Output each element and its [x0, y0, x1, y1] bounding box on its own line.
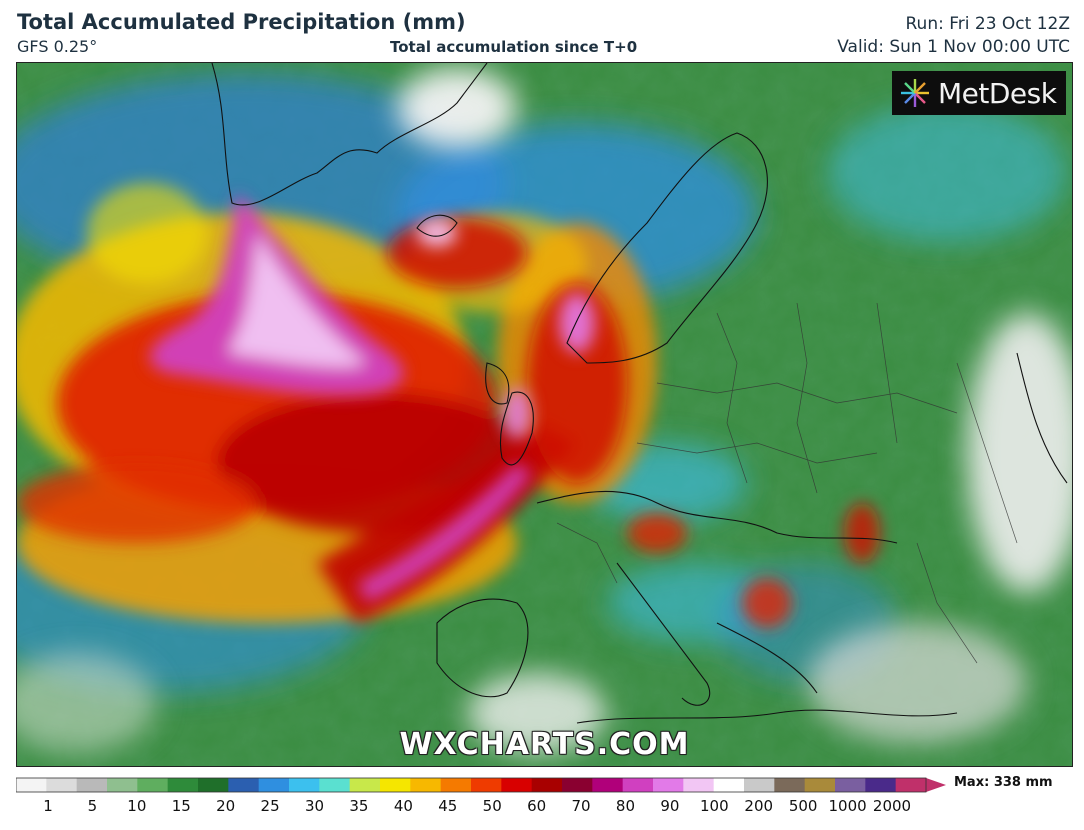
colorbar-segment: [198, 778, 229, 792]
extreme-precip-areas: [149, 193, 595, 603]
metdesk-logo-icon: [901, 79, 929, 107]
legend-tick-label: 45: [438, 797, 458, 815]
colorbar-segment: [16, 778, 47, 792]
legend-colorbar: [16, 777, 946, 793]
colorbar-segment: [744, 778, 775, 792]
legend-tick-labels: 1 5 10 15 20 25 30 35 40 45 50 60 70 80 90 100 200 500 100…: [16, 797, 926, 819]
colorbar-segment: [410, 778, 442, 792]
colorbar-segment: [592, 778, 624, 792]
valid-time-label: Valid: Sun 1 Nov 00:00 UTC: [837, 37, 1070, 57]
legend-tick-label: 35: [349, 797, 369, 815]
run-time-label: Run: Fri 23 Oct 12Z: [905, 14, 1071, 34]
colorbar-segment: [531, 778, 563, 792]
legend-tick-label: 15: [171, 797, 191, 815]
colorbar-segment: [167, 778, 199, 792]
legend-tick-label: 5: [87, 797, 98, 815]
colorbar-segment: [440, 778, 472, 792]
country-borders: [556, 302, 1018, 664]
metdesk-logo: MetDesk: [892, 71, 1066, 115]
colorbar-segment: [804, 778, 836, 792]
colorbar-segment: [622, 778, 654, 792]
dry-areas: [17, 68, 1072, 753]
colorbar-segment: [137, 778, 169, 792]
chart-subtitle: Total accumulation since T+0: [390, 38, 638, 56]
colorbar-segment: [895, 778, 927, 792]
colorbar-segment: [835, 778, 866, 792]
legend-tick-label: 70: [571, 797, 591, 815]
colorbar-segment: [774, 778, 806, 792]
coastlines: [211, 63, 1068, 724]
wxcharts-watermark: WXCHARTS.COM: [399, 727, 690, 762]
colorbar-outline: [16, 777, 927, 793]
colorbar-segment: [562, 778, 593, 792]
legend-tick-label: 30: [304, 797, 325, 815]
legend-tick-label: 10: [127, 797, 147, 815]
legend-tick-label: 40: [393, 797, 413, 815]
legend-tick-label: 90: [660, 797, 680, 815]
colorbar-segment: [865, 778, 897, 792]
legend-tick-label: 200: [744, 797, 774, 815]
colorbar-segment: [380, 778, 411, 792]
colorbar-segment: [471, 778, 502, 792]
colorbar-segment: [76, 778, 108, 792]
legend-tick-label: 80: [615, 797, 636, 815]
legend-tick-label: 20: [216, 797, 236, 815]
legend-tick-label: 1: [43, 797, 53, 815]
chart-title: Total Accumulated Precipitation (mm): [17, 10, 466, 34]
model-label: GFS 0.25°: [17, 37, 98, 56]
legend-tick-label: 50: [482, 797, 502, 815]
legend-tick-label: 500: [788, 797, 818, 815]
colorbar-segment: [713, 778, 745, 792]
legend-tick-label: 25: [260, 797, 280, 815]
legend-tick-label: 1000: [828, 797, 867, 815]
colorbar-segment: [258, 778, 290, 792]
legend-tick-label: 2000: [872, 797, 912, 815]
colorbar-segment: [653, 778, 684, 792]
colorbar-segment: [289, 778, 320, 792]
colorbar-segment: [349, 778, 381, 792]
legend-tick-label: 60: [527, 797, 547, 815]
max-value-label: Max: 338 mm: [954, 775, 1053, 790]
colorbar-segment: [501, 778, 533, 792]
colorbar-segment: [319, 778, 351, 792]
colorbar-segment: [46, 778, 78, 792]
precipitation-map: MetDesk WXCHARTS.COM: [16, 62, 1073, 767]
colorbar-segment: [228, 778, 260, 792]
legend-tick-label: 100: [699, 797, 729, 815]
map-canvas: [17, 63, 1072, 766]
colorbar-segment: [107, 778, 138, 792]
colorbar-extension-arrow: [926, 778, 946, 792]
metdesk-logo-text: MetDesk: [938, 76, 1057, 110]
colorbar-segment: [683, 778, 715, 792]
